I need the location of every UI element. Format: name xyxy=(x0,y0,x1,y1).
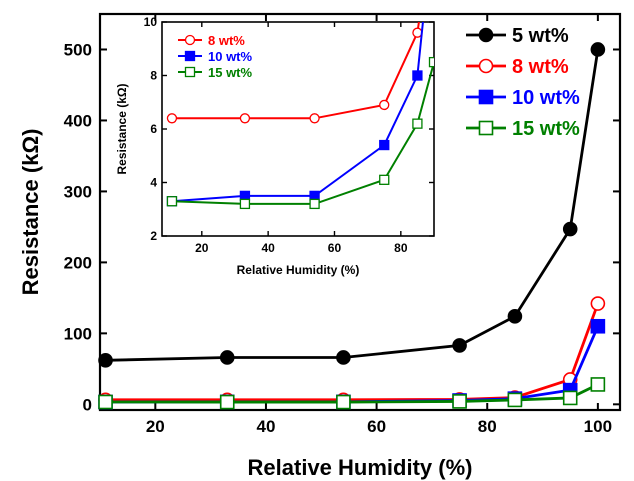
main-data-point-5-wt- xyxy=(219,350,235,365)
main-data-point-8-wt- xyxy=(590,296,606,311)
main-legend-label: 8 wt% xyxy=(512,56,569,78)
main-data-point-5-wt- xyxy=(562,221,578,237)
main-y-tick-label: 500 xyxy=(64,40,92,59)
main-data-point-5-wt- xyxy=(507,309,523,324)
inset-data-point-15-wt- xyxy=(239,198,251,210)
main-x-tick-label: 100 xyxy=(584,417,612,436)
inset-y-tick-label: 8 xyxy=(150,69,157,83)
main-series-group xyxy=(98,42,606,410)
inset-series-group xyxy=(166,22,434,210)
main-legend-label: 15 wt% xyxy=(512,118,580,140)
inset-legend-label: 8 wt% xyxy=(208,33,245,48)
inset-legend-marker xyxy=(184,50,196,62)
main-legend-marker xyxy=(478,58,494,74)
inset-y-tick-label: 10 xyxy=(144,15,158,29)
main-legend-label: 5 wt% xyxy=(512,25,569,47)
main-x-tick-label: 40 xyxy=(256,417,275,436)
main-data-point-15-wt- xyxy=(336,394,351,410)
inset-data-point-15-wt- xyxy=(428,56,434,68)
main-legend-marker xyxy=(478,89,494,105)
inset-x-tick-label: 80 xyxy=(394,241,408,255)
inset-data-point-15-wt- xyxy=(412,118,423,129)
inset-data-point-15-wt- xyxy=(379,174,390,185)
main-y-axis-title: Resistance (kΩ) xyxy=(18,129,43,296)
main-data-point-5-wt- xyxy=(98,353,113,368)
main-x-tick-label: 20 xyxy=(146,417,165,436)
main-data-point-15-wt- xyxy=(219,394,235,410)
inset-data-point-8-wt- xyxy=(309,113,320,124)
inset-x-axis-title: Relative Humidity (%) xyxy=(237,263,360,277)
inset-data-point-8-wt- xyxy=(166,113,178,124)
main-y-tick-label: 400 xyxy=(64,111,92,130)
inset-x-tick-label: 40 xyxy=(261,241,275,255)
inset-data-point-8-wt- xyxy=(239,113,251,124)
inset-y-axis-title: Resistance (kΩ) xyxy=(115,84,129,175)
inset-data-point-10-wt- xyxy=(412,70,423,81)
main-legend-label: 10 wt% xyxy=(512,87,580,109)
main-legend-marker xyxy=(478,27,494,43)
inset-series-line-10-wt- xyxy=(171,22,424,203)
main-y-tick-label: 100 xyxy=(64,324,92,343)
main-x-tick-label: 60 xyxy=(367,417,386,436)
main-data-point-5-wt- xyxy=(590,42,606,57)
main-data-point-5-wt- xyxy=(336,350,351,365)
inset-y-tick-label: 4 xyxy=(150,176,157,190)
inset-legend-label: 10 wt% xyxy=(208,49,253,64)
main-y-tick-label: 200 xyxy=(64,253,92,272)
inset-legend-marker xyxy=(184,66,196,78)
main-data-point-15-wt- xyxy=(98,394,113,410)
inset-data-point-10-wt- xyxy=(379,139,390,151)
inset-series-line-8-wt- xyxy=(171,22,420,120)
inset-plot-frame xyxy=(161,21,435,237)
inset-y-tick-label: 6 xyxy=(150,122,157,136)
main-y-tick-label: 300 xyxy=(64,182,92,201)
inset-x-tick-label: 20 xyxy=(195,241,209,255)
main-y-tick-label: 0 xyxy=(83,395,92,414)
inset-data-point-15-wt- xyxy=(166,196,178,207)
main-data-point-10-wt- xyxy=(590,318,606,334)
inset-data-point-8-wt- xyxy=(379,99,390,111)
inset-series-line-15-wt- xyxy=(171,61,434,205)
inset-plot: 20 40 60 80 2 4 6 8 10 Relative Humidity (%) Resis… xyxy=(115,15,435,277)
inset-legend-marker xyxy=(184,34,196,46)
main-data-point-15-wt- xyxy=(507,392,523,408)
main-x-axis-title: Relative Humidity (%) xyxy=(248,455,473,480)
inset-legend-label: 15 wt% xyxy=(208,65,253,80)
main-data-point-15-wt- xyxy=(562,390,578,406)
main-x-tick-label: 80 xyxy=(478,417,497,436)
main-data-point-5-wt- xyxy=(452,338,467,353)
inset-data-point-15-wt- xyxy=(309,198,320,210)
inset-y-tick-label: 2 xyxy=(150,229,157,243)
main-data-point-15-wt- xyxy=(452,394,467,409)
main-data-point-15-wt- xyxy=(590,377,606,392)
main-legend-marker xyxy=(478,120,494,136)
inset-x-tick-label: 60 xyxy=(328,241,342,255)
